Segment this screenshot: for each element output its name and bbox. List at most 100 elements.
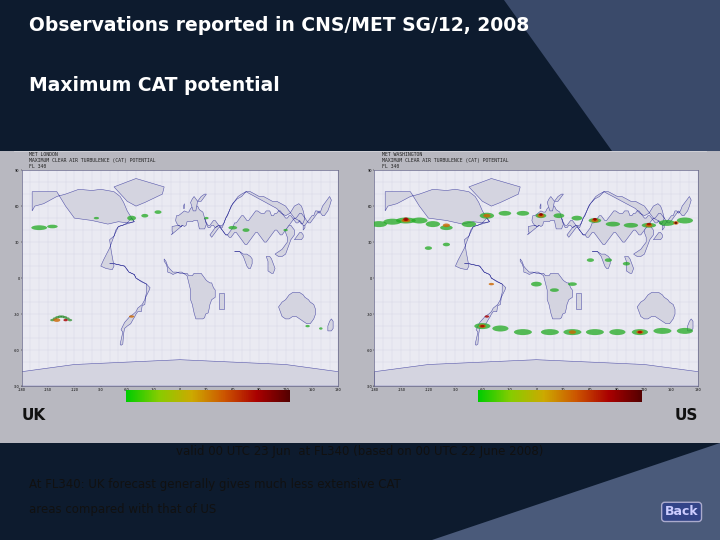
Ellipse shape bbox=[396, 218, 416, 224]
Polygon shape bbox=[235, 252, 252, 268]
Ellipse shape bbox=[517, 211, 529, 215]
Ellipse shape bbox=[94, 217, 99, 219]
Text: US: US bbox=[675, 408, 698, 423]
Ellipse shape bbox=[572, 215, 582, 220]
Polygon shape bbox=[266, 256, 275, 273]
Ellipse shape bbox=[514, 329, 532, 335]
Ellipse shape bbox=[60, 315, 65, 318]
Ellipse shape bbox=[129, 315, 134, 318]
Text: areas compared with that of US: areas compared with that of US bbox=[29, 503, 216, 516]
Polygon shape bbox=[520, 259, 572, 319]
Ellipse shape bbox=[483, 214, 490, 218]
Polygon shape bbox=[624, 256, 634, 273]
Ellipse shape bbox=[63, 316, 67, 319]
Polygon shape bbox=[385, 190, 490, 269]
Polygon shape bbox=[576, 293, 582, 309]
Polygon shape bbox=[219, 293, 224, 309]
Ellipse shape bbox=[492, 326, 508, 332]
Ellipse shape bbox=[591, 219, 598, 222]
Ellipse shape bbox=[411, 218, 428, 224]
Polygon shape bbox=[275, 225, 294, 256]
Ellipse shape bbox=[541, 329, 559, 335]
Ellipse shape bbox=[53, 318, 57, 320]
Ellipse shape bbox=[462, 221, 476, 227]
Polygon shape bbox=[171, 206, 207, 235]
Polygon shape bbox=[662, 225, 664, 230]
Ellipse shape bbox=[68, 319, 72, 321]
Ellipse shape bbox=[536, 213, 546, 218]
Ellipse shape bbox=[609, 329, 626, 335]
Ellipse shape bbox=[371, 221, 387, 227]
Ellipse shape bbox=[141, 214, 148, 218]
Text: Back: Back bbox=[665, 505, 698, 518]
Ellipse shape bbox=[654, 328, 671, 334]
Ellipse shape bbox=[638, 331, 642, 333]
Ellipse shape bbox=[479, 325, 486, 328]
Ellipse shape bbox=[632, 329, 648, 335]
Ellipse shape bbox=[155, 210, 161, 214]
Text: Observations reported in CNS/MET SG/12, 2008: Observations reported in CNS/MET SG/12, … bbox=[29, 16, 529, 35]
Polygon shape bbox=[164, 259, 215, 319]
Polygon shape bbox=[114, 179, 164, 206]
Ellipse shape bbox=[642, 223, 656, 228]
Ellipse shape bbox=[677, 328, 693, 334]
Ellipse shape bbox=[305, 325, 310, 327]
Ellipse shape bbox=[443, 224, 450, 227]
Text: valid 00 UTC 23 Jun  at FL340 (based on 00 UTC 22 June 2008): valid 00 UTC 23 Jun at FL340 (based on 0… bbox=[176, 446, 544, 458]
Polygon shape bbox=[654, 233, 662, 240]
Ellipse shape bbox=[66, 318, 70, 320]
Ellipse shape bbox=[537, 214, 544, 218]
Ellipse shape bbox=[539, 213, 542, 215]
Ellipse shape bbox=[636, 330, 644, 334]
Ellipse shape bbox=[593, 218, 596, 220]
Text: At FL340: UK forecast generally gives much less extensive CAT: At FL340: UK forecast generally gives mu… bbox=[29, 478, 400, 491]
Bar bbox=[0, 0, 720, 151]
Ellipse shape bbox=[587, 258, 594, 262]
Ellipse shape bbox=[426, 221, 440, 227]
Ellipse shape bbox=[550, 288, 559, 292]
Ellipse shape bbox=[498, 211, 511, 215]
Polygon shape bbox=[464, 264, 505, 345]
Polygon shape bbox=[527, 206, 563, 235]
Ellipse shape bbox=[605, 258, 612, 262]
Ellipse shape bbox=[623, 262, 630, 266]
Ellipse shape bbox=[443, 242, 450, 246]
Polygon shape bbox=[303, 225, 305, 230]
Ellipse shape bbox=[480, 325, 485, 327]
Ellipse shape bbox=[593, 218, 597, 220]
Ellipse shape bbox=[405, 218, 408, 220]
Polygon shape bbox=[634, 225, 654, 256]
Ellipse shape bbox=[568, 282, 577, 286]
Ellipse shape bbox=[673, 221, 679, 225]
Ellipse shape bbox=[53, 318, 60, 322]
Ellipse shape bbox=[569, 330, 576, 334]
Ellipse shape bbox=[563, 329, 582, 335]
Ellipse shape bbox=[319, 327, 323, 330]
Polygon shape bbox=[294, 233, 303, 240]
Ellipse shape bbox=[50, 319, 55, 321]
Text: UK: UK bbox=[22, 408, 46, 423]
Polygon shape bbox=[204, 192, 331, 245]
Ellipse shape bbox=[531, 282, 541, 287]
Polygon shape bbox=[562, 192, 691, 245]
Text: MET LONDON
MAXIMUM CLEAR AIR TURBULENCE (CAT) POTENTIAL
FL 340
VALID 00 UTC 23 J: MET LONDON MAXIMUM CLEAR AIR TURBULENCE … bbox=[29, 152, 156, 180]
Ellipse shape bbox=[586, 329, 604, 335]
Polygon shape bbox=[374, 360, 698, 386]
Ellipse shape bbox=[204, 217, 209, 219]
Ellipse shape bbox=[480, 213, 494, 219]
Text: MET WASHINGTON
MAXIMUM CLEAR AIR TURBULENCE (CAT) POTENTIAL
FL 340
VALID 00 UTC : MET WASHINGTON MAXIMUM CLEAR AIR TURBULE… bbox=[382, 152, 508, 180]
Bar bbox=[0, 443, 720, 540]
Polygon shape bbox=[504, 0, 720, 151]
Ellipse shape bbox=[677, 218, 693, 224]
Polygon shape bbox=[191, 197, 197, 211]
Polygon shape bbox=[22, 360, 338, 386]
Bar bbox=[0, 151, 720, 443]
Ellipse shape bbox=[127, 215, 136, 220]
Polygon shape bbox=[109, 264, 150, 345]
Ellipse shape bbox=[403, 218, 409, 221]
Polygon shape bbox=[688, 319, 693, 331]
Polygon shape bbox=[469, 179, 520, 206]
Polygon shape bbox=[328, 319, 333, 331]
Ellipse shape bbox=[474, 323, 490, 329]
Ellipse shape bbox=[228, 226, 237, 230]
